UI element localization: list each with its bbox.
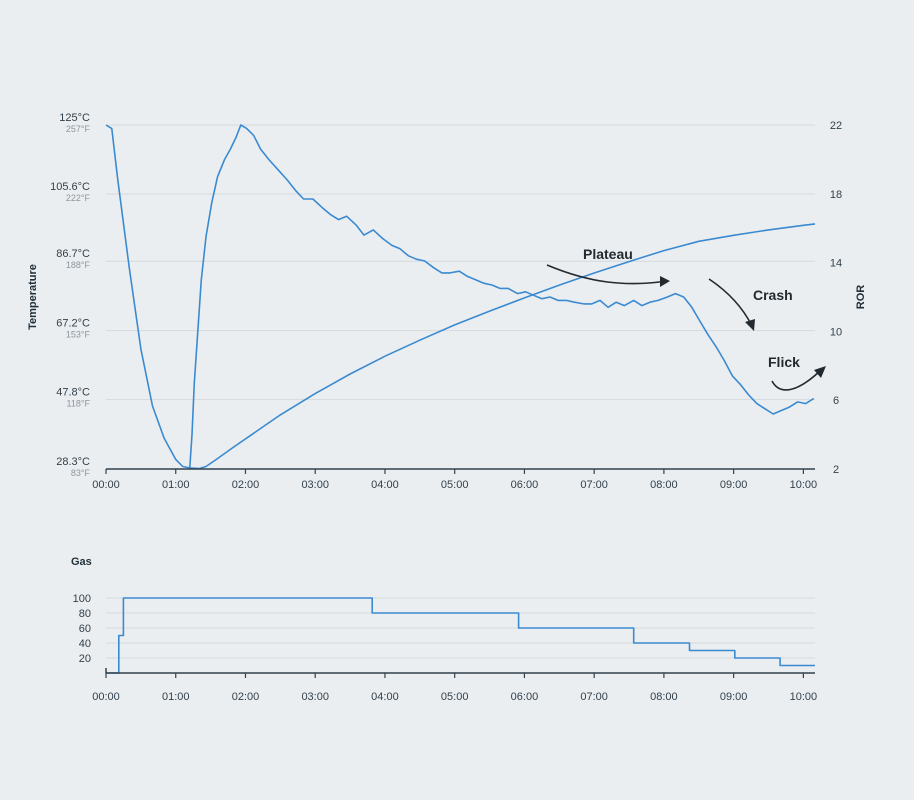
y-axis-label-ror: ROR	[855, 285, 867, 310]
gas-y-tick-label: 60	[79, 623, 91, 635]
annotation-crash: Crash	[753, 287, 793, 303]
y-left-tick-sublabel: 188°F	[66, 260, 91, 270]
x-tick-label: 02:00	[232, 479, 260, 491]
gas-x-tick-label: 08:00	[650, 691, 678, 703]
y-left-tick-label: 86.7°C	[56, 248, 90, 260]
annotation-crash-arrow	[708, 278, 753, 327]
temperature-axis-ticks: 125°C257°F105.6°C222°F86.7°C188°F67.2°C1…	[50, 112, 842, 478]
x-tick-label: 01:00	[162, 479, 190, 491]
gas-x-tick-label: 00:00	[92, 691, 120, 703]
x-tick-label: 06:00	[511, 479, 539, 491]
time-axis-bottom: 00:00 01:00 02:00 03:00 04:00 05:00 06:00 07:00…	[92, 668, 817, 703]
y-left-tick-sublabel: 83°F	[71, 468, 91, 478]
gas-y-tick-label: 80	[79, 608, 91, 620]
time-axis-top: 00:00 01:00 02:00 03:00 04:00 05:00 06:00 07:00…	[92, 468, 818, 491]
gas-x-tick-label: 10:00	[790, 691, 818, 703]
y-right-tick-label: 10	[830, 326, 842, 338]
x-tick-label: 07:00	[580, 479, 608, 491]
temperature-series-line	[105, 124, 816, 470]
gas-y-tick-label: 20	[79, 653, 91, 665]
gas-x-tick-label: 03:00	[301, 691, 329, 703]
y-right-tick-label: 2	[833, 464, 839, 476]
x-tick-label: 09:00	[720, 479, 748, 491]
y-left-tick-label: 28.3°C	[56, 456, 90, 468]
annotation-flick: Flick	[768, 354, 800, 370]
gas-x-tick-label: 06:00	[511, 691, 539, 703]
gas-x-tick-label: 02:00	[232, 691, 260, 703]
ror-series-line	[188, 124, 815, 470]
annotation-flick-arrowhead	[814, 366, 826, 378]
gas-x-tick-label: 05:00	[441, 691, 469, 703]
y-left-tick-label: 67.2°C	[56, 318, 90, 330]
gas-series-line	[106, 597, 815, 674]
y-right-tick-label: 6	[833, 395, 839, 407]
annotation-plateau: Plateau	[583, 246, 633, 262]
x-tick-label: 05:00	[441, 479, 469, 491]
gas-x-tick-label: 07:00	[580, 691, 608, 703]
y-left-tick-sublabel: 118°F	[67, 399, 91, 409]
annotation-crash-arrowhead	[745, 319, 755, 331]
gas-x-tick-label: 01:00	[162, 691, 190, 703]
gas-gridlines	[106, 597, 815, 659]
gas-x-tick-label: 09:00	[720, 691, 748, 703]
y-left-tick-label: 47.8°C	[56, 387, 90, 399]
y-right-tick-label: 18	[830, 189, 842, 201]
annotations: Plateau Crash Flick	[546, 246, 826, 391]
gas-chart-label: Gas	[71, 556, 92, 568]
y-left-tick-sublabel: 257°F	[66, 124, 91, 134]
y-left-tick-sublabel: 222°F	[66, 193, 91, 203]
x-tick-label: 04:00	[371, 479, 399, 491]
annotation-plateau-arrow	[546, 264, 668, 285]
x-tick-label: 08:00	[650, 479, 678, 491]
y-right-tick-label: 22	[830, 120, 842, 132]
y-left-tick-label: 125°C	[59, 112, 90, 124]
gas-axis-ticks: 100 80 60 40 20	[73, 593, 91, 665]
gas-series	[106, 597, 815, 674]
temperature-series	[105, 124, 816, 470]
annotation-flick-arrow	[771, 369, 822, 391]
x-tick-label: 00:00	[92, 479, 120, 491]
x-tick-label: 10:00	[790, 479, 818, 491]
y-left-tick-sublabel: 153°F	[66, 330, 91, 340]
gas-y-tick-label: 100	[73, 593, 91, 605]
annotation-plateau-arrowhead	[660, 276, 670, 287]
y-left-tick-label: 105.6°C	[50, 181, 90, 193]
y-axis-label-temperature: Temperature	[27, 264, 39, 330]
x-tick-label: 03:00	[301, 479, 329, 491]
gas-x-tick-label: 04:00	[371, 691, 399, 703]
temperature-gridlines	[106, 124, 815, 470]
y-right-tick-label: 14	[830, 258, 842, 270]
gas-y-tick-label: 40	[79, 638, 91, 650]
